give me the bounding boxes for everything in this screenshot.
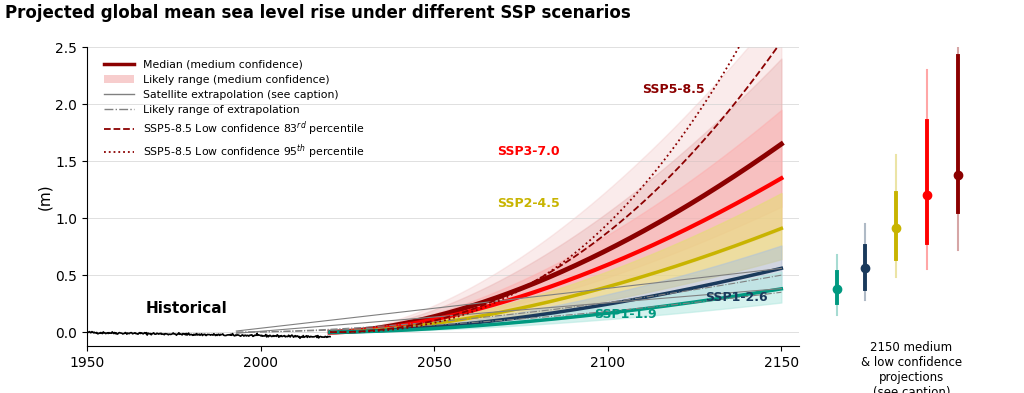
Text: SSP3-7.0: SSP3-7.0 xyxy=(497,145,559,158)
Text: Historical: Historical xyxy=(146,301,227,316)
Text: SSP2-4.5: SSP2-4.5 xyxy=(497,197,559,210)
Y-axis label: (m): (m) xyxy=(38,183,52,210)
Legend: Median (medium confidence), Likely range (medium confidence), Satellite extrapol: Median (medium confidence), Likely range… xyxy=(99,55,369,166)
Text: SSP1-1.9: SSP1-1.9 xyxy=(594,309,656,321)
Text: SSP1-2.6: SSP1-2.6 xyxy=(705,291,768,305)
Text: 2150 medium
& low confidence
projections
(see caption): 2150 medium & low confidence projections… xyxy=(861,341,962,393)
Text: Projected global mean sea level rise under different SSP scenarios: Projected global mean sea level rise und… xyxy=(5,4,631,22)
Text: SSP5-8.5: SSP5-8.5 xyxy=(642,83,706,96)
